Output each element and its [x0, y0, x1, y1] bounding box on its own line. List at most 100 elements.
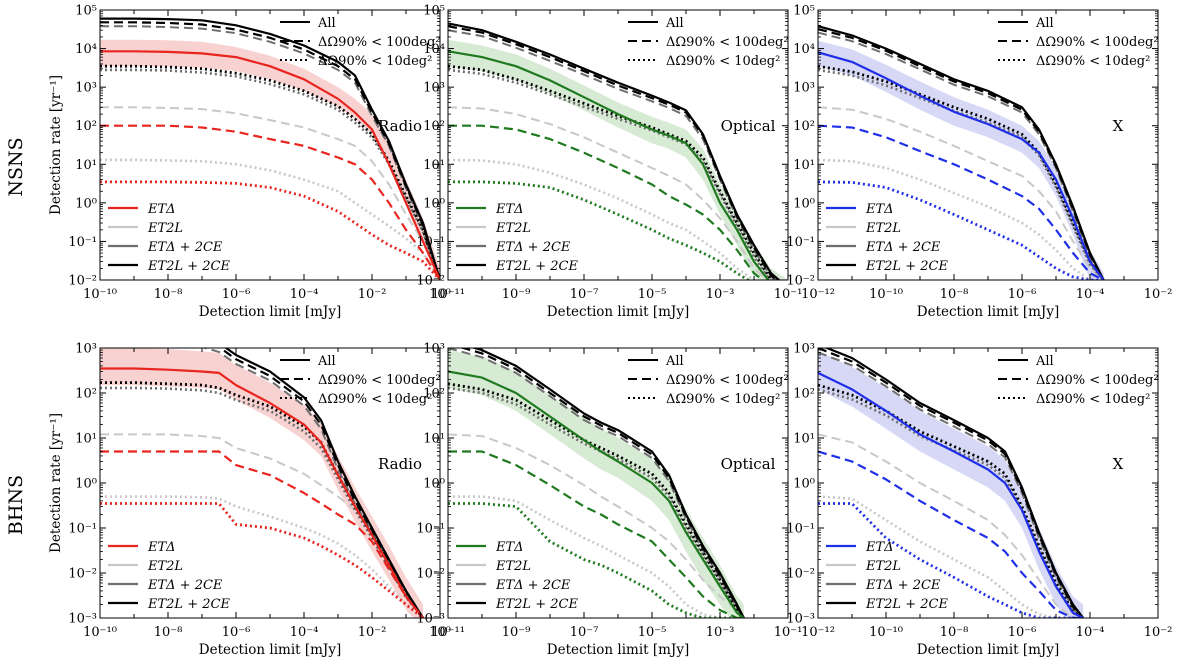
- legend-detector-label: ET2L + 2CE: [865, 597, 948, 612]
- series-line-et2l-2ce-all: [224, 348, 424, 618]
- series-line-et2l-100deg2: [100, 106, 440, 280]
- panel-band-title: Optical: [721, 117, 776, 135]
- series-line-et2l-2ce-100deg2: [818, 348, 1085, 618]
- y-tick-label: 10⁻²: [68, 274, 97, 289]
- series-line-etd-100deg2: [818, 450, 1084, 618]
- y-tick-label: 10³: [75, 342, 97, 357]
- y-tick-label: 10³: [423, 81, 445, 96]
- x-tick-label: 10⁻⁶: [1008, 287, 1037, 302]
- x-tick-label: 10⁻¹⁰: [869, 625, 903, 640]
- y-tick-label: 10¹: [793, 432, 815, 447]
- y-tick-label: 10⁻¹: [68, 235, 97, 250]
- series-line-etd-all: [448, 50, 770, 280]
- series-line-et2l-2ce-100deg2: [100, 21, 440, 280]
- x-tick-label: 10⁻²: [358, 625, 387, 640]
- y-tick-label: 10⁻²: [416, 567, 445, 582]
- series-line-etd-100deg2: [818, 124, 1105, 280]
- legend-detector-label: ET2L: [865, 559, 901, 574]
- x-tick-label: 10⁻¹⁰: [83, 287, 117, 302]
- y-tick-label: 10³: [75, 81, 97, 96]
- y-tick-label: 10⁻²: [786, 274, 815, 289]
- x-tick-label: 10⁻²: [358, 287, 387, 302]
- x-tick-label: 10⁻⁶: [222, 287, 251, 302]
- legend-detector-label: ET2L: [495, 221, 531, 236]
- x-tick-label: 10⁻⁶: [1008, 625, 1037, 640]
- x-tick-label: 10⁻⁸: [154, 625, 183, 640]
- x-tick-label: 10⁰: [429, 625, 451, 640]
- series-line-et2l-100deg2: [448, 433, 745, 618]
- x-tick-label: 10⁻⁴: [290, 625, 319, 640]
- x-axis-label: Detection limit [mJy]: [199, 304, 342, 320]
- legend-detector-label: ETΔ: [147, 202, 176, 217]
- legend-cut-label: ΔΩ90% < 100deg²: [666, 373, 789, 388]
- y-tick-label: 10²: [75, 119, 97, 134]
- y-tick-label: 10⁻³: [68, 612, 97, 627]
- y-tick-label: 10³: [423, 342, 445, 357]
- y-tick-label: 10⁰: [793, 477, 815, 492]
- series-line-etd-100deg2: [448, 450, 744, 618]
- legend-cut-label: ΔΩ90% < 10deg²: [318, 392, 432, 407]
- legend-cut-label: All: [317, 354, 336, 369]
- legend-detector-label: ET2L: [147, 559, 183, 574]
- y-tick-label: 10⁻¹: [786, 235, 815, 250]
- legend-cut-label: ΔΩ90% < 10deg²: [666, 392, 780, 407]
- legend-cut-label: ΔΩ90% < 10deg²: [666, 54, 780, 69]
- legend-detector-label: ETΔ: [865, 202, 894, 217]
- legend-detector-label: ETΔ + 2CE: [495, 578, 571, 593]
- x-tick-label: 10⁻⁷: [570, 625, 599, 640]
- series-line-et2l-2ce-10deg2: [100, 64, 440, 280]
- series-line-et2l-100deg2: [818, 433, 1084, 618]
- y-tick-label: 10⁰: [793, 196, 815, 211]
- x-tick-label: 10⁻²: [1144, 625, 1173, 640]
- series-line-et2l-2ce-100deg2: [448, 25, 780, 280]
- y-tick-label: 10⁻¹: [786, 522, 815, 537]
- series-line-et2l-2ce-all: [100, 17, 440, 280]
- x-axis-label: Detection limit [mJy]: [917, 642, 1060, 658]
- series-line-et2l-2ce-all: [448, 22, 781, 280]
- series-line-etd-100deg2: [100, 450, 424, 618]
- y-tick-label: 10⁻²: [68, 567, 97, 582]
- series-line-etd-10deg2: [100, 502, 424, 618]
- series-line-etd-all: [448, 370, 745, 618]
- legend-detector-label: ETΔ: [147, 540, 176, 555]
- legend-detector-label: ET2L: [147, 221, 183, 236]
- x-tick-label: 10⁻⁵: [638, 625, 667, 640]
- panel-band-title: X: [1113, 117, 1124, 135]
- legend-cut-label: All: [1035, 16, 1054, 31]
- series-line-etd-10deg2: [448, 502, 744, 618]
- legend-cut-label: All: [317, 16, 336, 31]
- series-line-etd-2ce-10deg2: [448, 68, 772, 280]
- x-axis-label: Detection limit [mJy]: [547, 642, 690, 658]
- y-tick-label: 10²: [75, 387, 97, 402]
- y-tick-label: 10⁰: [423, 477, 445, 492]
- y-tick-label: 10¹: [423, 158, 445, 173]
- y-tick-label: 10⁵: [75, 4, 97, 19]
- series-line-etd-10deg2: [448, 180, 751, 280]
- y-tick-label: 10²: [423, 387, 445, 402]
- y-tick-label: 10⁵: [793, 4, 815, 19]
- x-axis-label: Detection limit [mJy]: [547, 304, 690, 320]
- x-tick-label: 10⁻¹²: [801, 625, 835, 640]
- x-tick-label: 10⁻¹¹: [431, 625, 465, 640]
- legend-detector-label: ET2L + 2CE: [495, 597, 578, 612]
- x-tick-label: 10⁻⁴: [290, 287, 319, 302]
- legend-detector-label: ETΔ + 2CE: [147, 240, 223, 255]
- series-line-et2l-10deg2: [818, 158, 1104, 280]
- x-tick-label: 10⁻⁸: [940, 287, 969, 302]
- legend-cut-label: ΔΩ90% < 100deg²: [666, 35, 789, 50]
- y-tick-label: 10⁻²: [786, 567, 815, 582]
- x-tick-label: 10⁻¹: [774, 287, 803, 302]
- series-line-etd-all: [818, 371, 1084, 618]
- series-line-et2l-10deg2: [100, 495, 424, 618]
- y-tick-label: 10⁻²: [416, 274, 445, 289]
- x-tick-label: 10⁻⁵: [638, 287, 667, 302]
- panel-bhns-x: 10⁻³ 10⁻² 10⁻¹ 10⁰ 10¹ 10² 10³ 10⁻¹² 10⁻¹⁰ 10⁻⁸ 10…: [786, 342, 1172, 659]
- series-line-etd-2ce-10deg2: [818, 68, 1105, 280]
- legend-detector-label: ET2L + 2CE: [147, 259, 230, 274]
- y-tick-label: 10¹: [75, 158, 97, 173]
- series-line-et2l-2ce-all: [470, 348, 745, 618]
- x-tick-label: 10⁻³: [706, 625, 735, 640]
- x-tick-label: 10⁻⁷: [570, 287, 599, 302]
- plot-area: [100, 348, 425, 618]
